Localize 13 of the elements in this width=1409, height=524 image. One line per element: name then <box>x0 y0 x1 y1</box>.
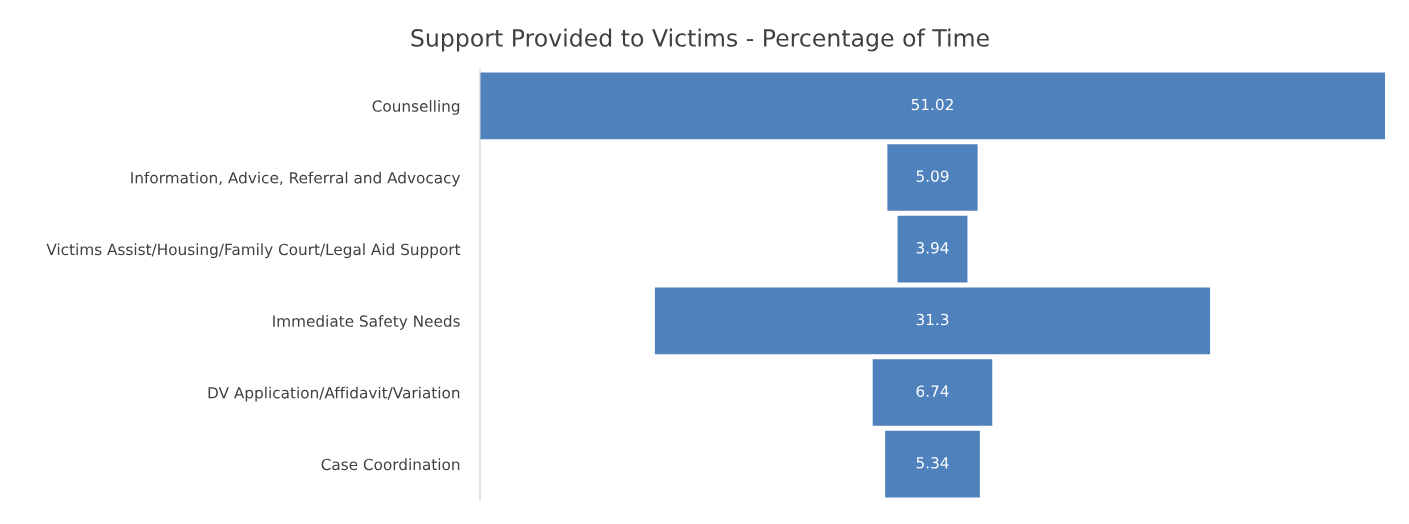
data-label: 6.74 <box>916 385 949 397</box>
data-label: 5.34 <box>916 457 949 469</box>
data-label: 51.02 <box>911 98 953 111</box>
data-label: 3.94 <box>916 242 949 254</box>
category-label: Case Coordination <box>321 458 460 471</box>
text: Support Provided to Victims - Percentage of Time <box>411 28 989 52</box>
category-label: Counselling <box>372 100 460 115</box>
category-label: DV Application/Affidavit/Variation <box>208 386 460 402</box>
category-label: Immediate Safety Needs <box>273 315 460 330</box>
category-label: Victims Assist/Housing/Family Court/Legal Aid Support <box>46 243 461 259</box>
data-label: 5.09 <box>916 170 949 182</box>
data-label: 31.3 <box>916 313 949 326</box>
category-label: Information, Advice, Referral and Advocacy <box>131 171 461 187</box>
